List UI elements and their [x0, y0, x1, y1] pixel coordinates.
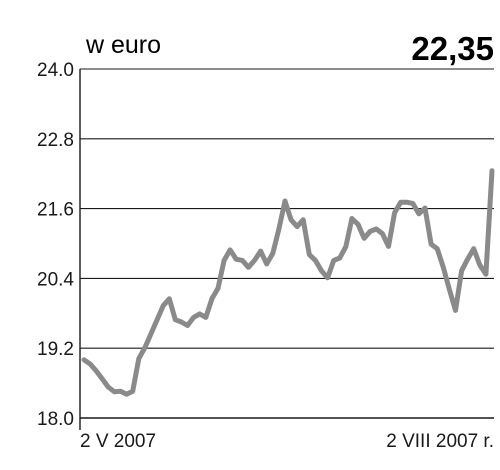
y-tick-label: 21.6	[37, 200, 74, 221]
axis-layer: 18.0 19.2 20.4 21.6 22.8 24.0 2 V 2007 2 VIII 2…	[37, 60, 494, 452]
y-tick-label: 22.8	[37, 130, 74, 151]
y-tick-label: 24.0	[37, 60, 74, 81]
y-tick-label: 20.4	[37, 269, 74, 290]
series-layer	[81, 168, 495, 397]
x-tick-label: 2 VIII 2007 r.	[386, 431, 494, 452]
x-tick-label: 2 V 2007	[80, 431, 156, 452]
y-tick-label: 18.0	[37, 409, 74, 430]
y-tick-label: 19.2	[37, 339, 74, 360]
grid-layer	[80, 68, 494, 419]
headline-value: 22,35	[411, 30, 494, 67]
y-axis-label: w euro	[85, 31, 161, 59]
series-line	[81, 168, 495, 397]
